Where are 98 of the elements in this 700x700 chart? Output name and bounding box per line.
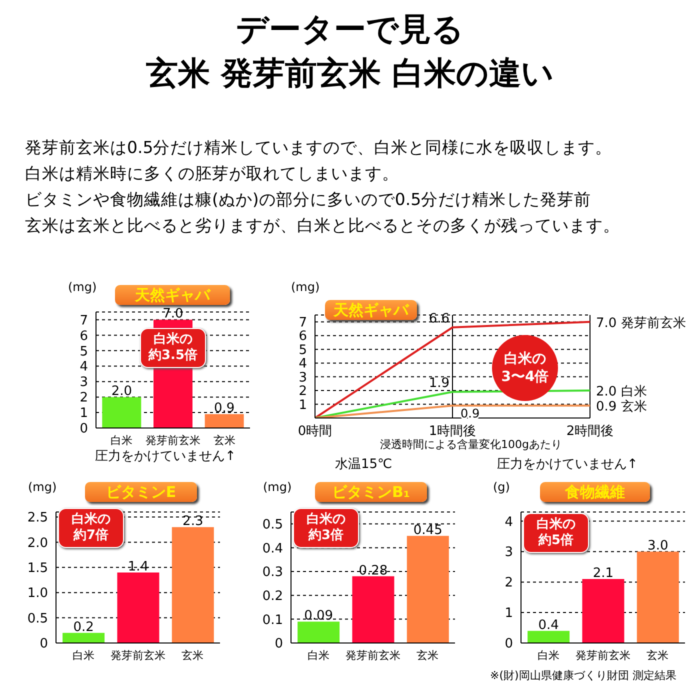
y-tick-label: 0.3 (262, 565, 283, 580)
y-tick-label: 4 (298, 356, 307, 372)
x-tick-label: 1時間後 (428, 424, 476, 440)
annotation: 白米の3〜4倍 (501, 351, 549, 385)
x-tick-label: 白米 (537, 648, 560, 662)
data-label: 0.09 (304, 608, 334, 624)
x-tick-label: 0時間 (298, 424, 332, 440)
text: 圧力をかけていません↑ (95, 448, 236, 465)
annotation: 白米の約7倍 (72, 512, 110, 543)
y-tick-label: 4 (80, 360, 88, 375)
x-tick-label: 白米 (110, 434, 133, 447)
y-tick-label: 2.5 (27, 510, 48, 526)
x-tick-label: 発芽前玄米 (146, 434, 200, 447)
y-tick-label: 5 (80, 344, 88, 360)
x-tick-label: 玄米 (182, 648, 204, 662)
y-axis-title: (mg) (68, 280, 97, 294)
y-tick-label: 1 (80, 406, 88, 422)
y-tick-label: 7 (298, 315, 307, 330)
y-axis-title: (mg) (263, 480, 292, 494)
annotation: 白米の約3倍 (306, 512, 346, 543)
chart-title: ビタミンE (85, 482, 197, 502)
bar (582, 579, 624, 643)
x-axis-title: 浸透時間による含量変化100gあたり (380, 437, 562, 452)
annotation: 白米の約3.5倍 (148, 332, 198, 363)
y-tick-label: 1 (504, 606, 513, 622)
bar (352, 576, 394, 643)
text: 2.0 白米 (596, 384, 647, 400)
text: 水温15℃ (335, 456, 392, 473)
x-tick-label: 玄米 (416, 648, 439, 662)
text: 玄米は玄米と比べると劣りますが、白米と比べるとその多くが残っています。 (25, 215, 620, 237)
y-tick-label: 2 (80, 390, 88, 406)
x-tick-label: 発芽前玄米 (576, 648, 630, 662)
y-tick-label: 0.1 (262, 612, 283, 628)
text: 玄米 発芽前玄米 白米の違い (144, 53, 556, 94)
y-tick-label: 2 (504, 576, 513, 591)
data-label: 2.1 (592, 566, 614, 582)
x-tick-label: 発芽前玄米 (110, 648, 166, 662)
data-label: 0.45 (413, 522, 442, 538)
y-tick-label: 2.0 (27, 536, 48, 551)
data-label: 0.9 (460, 406, 480, 421)
bar (298, 622, 340, 643)
y-tick-label: 0 (80, 422, 88, 437)
data-label: 0.28 (358, 563, 388, 578)
y-tick-label: 0 (274, 636, 283, 652)
y-tick-label: 0.4 (262, 541, 283, 556)
data-label: 1.4 (128, 559, 149, 574)
y-tick-label: 1.0 (27, 586, 48, 602)
y-axis-title: (mg) (291, 280, 320, 294)
x-tick-label: 白米 (307, 648, 330, 662)
x-tick-label: 玄米 (213, 434, 236, 447)
bar (117, 572, 160, 643)
y-tick-label: 5 (298, 342, 307, 358)
y-axis-title: (mg) (28, 480, 57, 494)
y-tick-label: 7 (80, 313, 88, 328)
y-tick-label: 0 (504, 636, 513, 652)
bar (528, 630, 570, 643)
bar (102, 397, 142, 428)
data-label: 3.0 (648, 538, 668, 554)
chart-title: 天然ギャバ (115, 285, 230, 305)
bar (172, 527, 214, 643)
text: ビタミンや食物繊維は糠(ぬか)の部分に多いので0.5分だけ精米した発芽前 (25, 189, 592, 211)
y-tick-label: 6 (80, 328, 88, 344)
x-tick-label: 白米 (72, 648, 94, 662)
data-label: 0.9 (214, 401, 235, 416)
y-tick-label: 3 (504, 545, 513, 560)
y-tick-label: 3 (80, 375, 88, 390)
bar (204, 414, 244, 428)
bar (636, 552, 679, 643)
y-tick-label: 0.2 (262, 588, 283, 604)
annotation: 白米の約5倍 (536, 517, 576, 548)
y-axis-title: (g) (493, 480, 510, 494)
y-tick-label: 3 (298, 370, 307, 386)
y-tick-label: 1.5 (27, 561, 48, 576)
text: データーで見る (235, 9, 465, 50)
text: ※(財)岡山県健康づくり財団 測定結果 (490, 668, 676, 683)
bar (62, 632, 105, 643)
y-tick-label: 0 (40, 636, 48, 652)
y-tick-label: 1 (298, 398, 307, 413)
x-tick-label: 2時間後 (566, 424, 614, 440)
text: 7.0 発芽前玄米 (596, 316, 686, 331)
y-tick-label: 0.5 (262, 518, 283, 533)
data-label: 0.4 (538, 618, 559, 633)
y-tick-label: 6 (298, 329, 307, 344)
text: 白米は精米時に多くの胚芽が取れてしまいます。 (25, 163, 399, 185)
text: 圧力をかけていません↑ (497, 456, 638, 473)
bar (406, 536, 449, 643)
x-tick-label: 玄米 (646, 648, 669, 662)
y-tick-label: 2 (298, 384, 307, 400)
data-label: 2.0 (111, 384, 132, 400)
chart-title: ビタミンB₁ (315, 482, 427, 502)
text: 発芽前玄米は0.5分だけ精米していますので、白米と同様に水を吸収します。 (25, 137, 612, 159)
data-label: 1.9 (428, 376, 450, 391)
y-tick-label: 4 (504, 514, 513, 530)
x-tick-label: 発芽前玄米 (346, 648, 400, 662)
text: 0.9 玄米 (596, 400, 647, 415)
chart-title: 食物繊維 (540, 482, 650, 502)
y-tick-label: 0.5 (27, 611, 48, 626)
chart-title: 天然ギャバ (325, 300, 417, 320)
